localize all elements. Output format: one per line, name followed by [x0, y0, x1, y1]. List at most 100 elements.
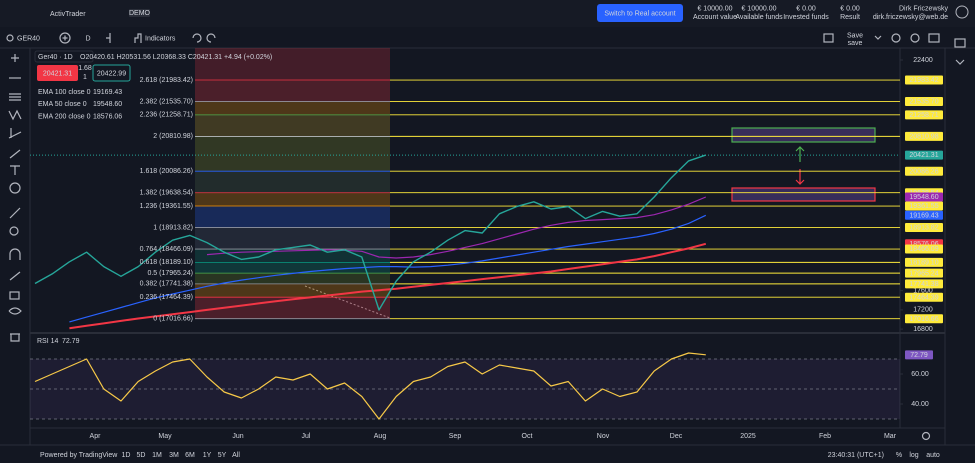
fib-label: 0.764 (18466.09): [140, 246, 193, 253]
range-button[interactable]: 1M: [152, 452, 162, 459]
fib-band: [195, 273, 390, 284]
lock-tool[interactable]: [9, 291, 20, 300]
indicators-button: Indicators: [145, 35, 176, 42]
fib-label: 0.5 (17965.24): [147, 270, 193, 277]
x-tick-label: Nov: [597, 433, 610, 440]
right-panel: [954, 38, 966, 65]
x-tick-label: Feb: [819, 433, 831, 440]
price-label-bg: [905, 314, 943, 324]
crosshair-tool[interactable]: [11, 54, 19, 62]
switch-button-label: Switch to Real account: [604, 10, 675, 17]
brush-tool[interactable]: [9, 149, 21, 159]
projection-tool[interactable]: [8, 128, 22, 139]
fib-label: 0.618 (18189.10): [140, 259, 193, 266]
x-tick-label: Dec: [670, 433, 683, 440]
user-avatar[interactable]: [955, 5, 969, 19]
indicators-icon[interactable]: [134, 33, 142, 43]
price-label: 17965.24: [909, 270, 938, 277]
price-label-bg: [905, 131, 943, 141]
price-label: 18576.06: [909, 241, 938, 248]
delete-tool[interactable]: [10, 333, 20, 342]
price-label: 20421.31: [909, 152, 938, 159]
fib-tool[interactable]: [9, 93, 21, 101]
interval: D: [85, 35, 90, 42]
x-tick-label: Jun: [232, 433, 243, 440]
hide-tool[interactable]: [8, 307, 22, 315]
snapshot-button[interactable]: [928, 33, 940, 43]
demo-badge: DEMO: [129, 10, 151, 17]
legend-title-bg: [34, 50, 94, 63]
price-label-bg: [905, 75, 943, 85]
range-button[interactable]: 5D: [137, 452, 146, 459]
measure-tool[interactable]: [9, 207, 21, 219]
fib-band: [195, 101, 390, 115]
x-tick-label: Sep: [449, 433, 462, 440]
price-label: 19361.55: [909, 203, 938, 210]
powered-by: Powered by TradingView: [40, 452, 118, 459]
auto-toggle[interactable]: auto: [926, 452, 940, 459]
x-tick-label: May: [158, 433, 172, 440]
rsi-legend-name: RSI 14: [37, 338, 59, 345]
range-button[interactable]: 1Y: [203, 452, 212, 459]
draw-mode-tool[interactable]: [9, 271, 21, 281]
price-label: 18189.10: [909, 260, 938, 267]
target-box[interactable]: [731, 127, 876, 143]
add-symbol-button[interactable]: [59, 32, 71, 44]
y-tick-label: 22400: [913, 57, 933, 64]
switch-button[interactable]: [597, 4, 683, 22]
price-label-bg: [905, 201, 943, 211]
compare-icon[interactable]: [106, 33, 111, 43]
fib-label: 2.618 (21983.42): [140, 77, 193, 84]
x-tick-label: Jul: [302, 433, 311, 440]
search-icon[interactable]: [6, 34, 14, 42]
range-button[interactable]: 1D: [122, 452, 131, 459]
magnet-tool[interactable]: [9, 248, 21, 260]
log-toggle[interactable]: log: [909, 452, 918, 459]
time-axis-settings[interactable]: [921, 431, 931, 441]
pattern-tool[interactable]: [8, 109, 22, 121]
settings-button[interactable]: [910, 33, 920, 43]
layout-button[interactable]: [823, 33, 834, 43]
price-label-bg: [905, 110, 943, 120]
price-label-bg: [905, 210, 943, 220]
bid-box[interactable]: [37, 65, 78, 81]
range-button[interactable]: 5Y: [218, 452, 227, 459]
save-menu-button[interactable]: [874, 35, 882, 40]
fib-band: [195, 80, 390, 102]
range-button[interactable]: 3M: [169, 452, 179, 459]
fib-label: 2.236 (21258.71): [140, 112, 193, 119]
rsi-value-label: 72.79: [910, 352, 928, 359]
text-tool[interactable]: [10, 165, 20, 175]
percent-toggle[interactable]: %: [896, 452, 902, 459]
ask-box[interactable]: [92, 64, 131, 82]
icon-tool[interactable]: [9, 182, 21, 194]
x-tick-label: Aug: [374, 433, 387, 440]
stop-box[interactable]: [731, 187, 876, 202]
stat-label: Result: [840, 14, 860, 21]
price-label: 21535.70: [909, 99, 938, 106]
stat-value: € 0.00: [796, 5, 816, 12]
fib-band: [195, 136, 390, 172]
price-label: 21983.42: [909, 77, 938, 84]
redo-button[interactable]: [206, 33, 216, 43]
price-label: 17464.39: [909, 294, 938, 301]
price-label-bg: [905, 97, 943, 107]
rsi-y-tick-label: 40.00: [911, 401, 929, 408]
range-button[interactable]: All: [232, 452, 240, 459]
quick-search-button[interactable]: [891, 33, 901, 43]
ema-line: [69, 242, 707, 330]
fullscreen-button[interactable]: [954, 38, 966, 48]
price-line: [34, 154, 707, 311]
undo-button[interactable]: [192, 33, 202, 43]
rsi-value-label-bg: [905, 350, 933, 360]
panel-toggle[interactable]: [955, 59, 965, 65]
range-button[interactable]: 6M: [185, 452, 195, 459]
stat-value: € 0.00: [840, 5, 860, 12]
zoom-tool[interactable]: [9, 226, 19, 236]
save-button: Save: [847, 32, 863, 39]
rsi-line: [34, 352, 706, 420]
price-label-bg: [905, 223, 943, 233]
